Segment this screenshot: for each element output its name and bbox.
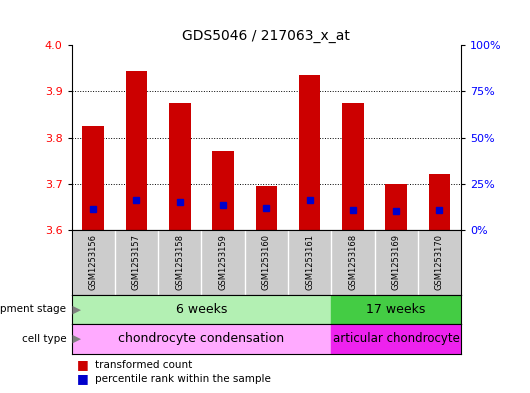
Text: ■: ■ [77,372,89,386]
Text: ▶: ▶ [69,305,81,314]
Text: GSM1253160: GSM1253160 [262,234,271,290]
Text: 17 weeks: 17 weeks [366,303,426,316]
Bar [169,103,191,230]
Text: chondrocyte condensation: chondrocyte condensation [118,332,285,345]
Text: GSM1253156: GSM1253156 [89,234,98,290]
Text: articular chondrocyte: articular chondrocyte [333,332,460,345]
Title: GDS5046 / 217063_x_at: GDS5046 / 217063_x_at [182,29,350,43]
Bar [429,174,450,230]
Bar [72,324,331,354]
Text: cell type: cell type [22,334,66,344]
Bar [331,324,461,354]
Text: 6 weeks: 6 weeks [176,303,227,316]
Bar [82,126,104,230]
Bar [385,184,407,230]
Text: GSM1253169: GSM1253169 [392,234,401,290]
Text: ▶: ▶ [69,334,81,344]
Text: GSM1253157: GSM1253157 [132,234,141,290]
Bar [72,295,331,324]
Bar [342,103,364,230]
Text: ■: ■ [77,358,89,371]
Bar [331,295,461,324]
Bar [255,186,277,230]
Text: percentile rank within the sample: percentile rank within the sample [95,374,271,384]
Text: GSM1253161: GSM1253161 [305,234,314,290]
Text: development stage: development stage [0,305,66,314]
Text: GSM1253168: GSM1253168 [348,234,357,290]
Bar [126,71,147,230]
Text: transformed count: transformed count [95,360,192,370]
Text: GSM1253159: GSM1253159 [218,234,227,290]
Text: GSM1253158: GSM1253158 [175,234,184,290]
Text: GSM1253170: GSM1253170 [435,234,444,290]
Bar [212,151,234,230]
Bar [299,75,321,230]
